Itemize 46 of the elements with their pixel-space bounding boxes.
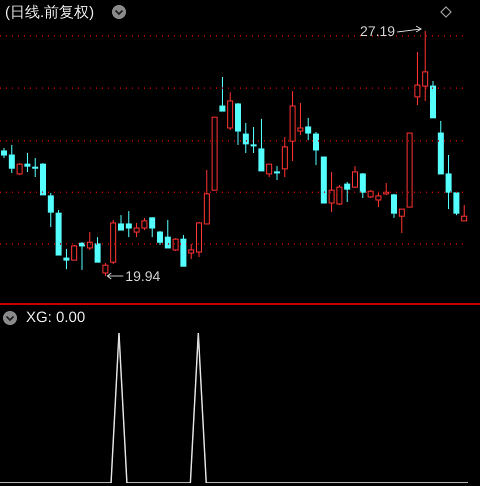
candlestick (16, 162, 23, 176)
candlestick (63, 248, 70, 270)
candlestick (461, 204, 468, 222)
candlestick (250, 126, 257, 154)
candlestick (71, 244, 78, 261)
chart-title: XG: 0.00 (26, 309, 86, 326)
candlestick (188, 243, 194, 260)
chart-title: (日线.前复权) (5, 3, 94, 22)
candlestick (134, 222, 140, 238)
annotation: 27.19 (360, 23, 396, 39)
candlestick (48, 192, 54, 228)
candlestick (282, 136, 288, 178)
candlestick (313, 132, 319, 166)
candlestick (149, 216, 156, 238)
candlestick (1, 147, 7, 159)
candlestick (453, 192, 460, 216)
candlestick (266, 164, 272, 178)
candlestick (94, 236, 101, 263)
candlestick (102, 262, 108, 276)
candlestick (172, 238, 179, 252)
candlestick (24, 152, 30, 172)
candlestick (219, 76, 226, 112)
candlestick (398, 208, 405, 234)
candlestick (118, 214, 124, 231)
candlestick (141, 217, 148, 231)
candlestick (328, 171, 335, 213)
candlestick (352, 166, 358, 189)
candlestick (164, 219, 171, 248)
candlestick (86, 232, 93, 250)
candlestick (360, 172, 366, 198)
candlestick (32, 158, 38, 178)
annotation: 19.94 (125, 268, 161, 284)
candlestick (336, 184, 342, 206)
candlestick (242, 122, 249, 154)
candlestick (297, 102, 304, 136)
candlestick (157, 230, 163, 246)
candlestick (375, 192, 382, 208)
candlestick (383, 182, 390, 196)
candlestick (305, 117, 312, 141)
candlestick (79, 242, 85, 270)
candlestick (258, 118, 264, 172)
candlestick (344, 182, 350, 202)
candlestick (8, 144, 15, 174)
candlestick (126, 210, 132, 238)
candlestick (274, 166, 280, 181)
candlestick (391, 193, 397, 218)
